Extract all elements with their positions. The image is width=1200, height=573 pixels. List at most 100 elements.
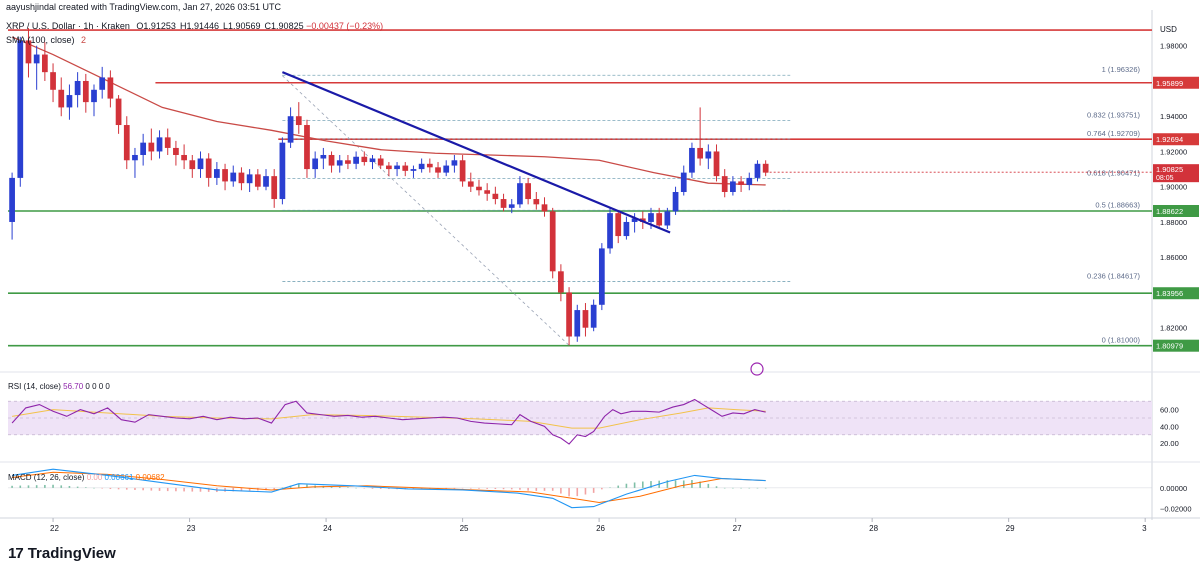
time-tick-label: 27	[733, 524, 742, 533]
candle-body	[58, 89, 65, 108]
candle	[222, 163, 228, 191]
candle-body	[9, 177, 15, 222]
candle-body	[402, 165, 409, 171]
macd-histogram-bar	[199, 487, 202, 492]
candle	[680, 165, 687, 196]
candle	[369, 154, 376, 170]
ohlc-h: H1.91446	[179, 21, 219, 31]
candle	[705, 144, 712, 170]
sma-legend: SMA (100, close) 2	[6, 35, 86, 45]
macd-histogram-bar	[306, 484, 308, 488]
macd-histogram-bar	[764, 487, 767, 489]
candle-body	[254, 174, 261, 187]
candle-body	[467, 181, 474, 187]
candle	[115, 95, 122, 134]
candle	[9, 172, 15, 240]
candle	[418, 158, 425, 173]
candle-body	[336, 160, 343, 166]
candle	[443, 160, 450, 177]
candle	[271, 169, 278, 208]
candle-body	[664, 211, 671, 226]
candle	[762, 160, 769, 177]
macd-histogram-bar	[60, 485, 63, 488]
candle	[738, 176, 744, 192]
sma-value: 2	[81, 35, 87, 45]
candle-body	[132, 154, 138, 161]
macd-histogram-bar	[576, 487, 579, 497]
author-line: aayushjindal created with TradingView.co…	[6, 2, 281, 12]
macd-histogram-bar	[355, 487, 357, 489]
candle-body	[66, 95, 73, 108]
macd-histogram-bar	[707, 483, 710, 488]
candle	[353, 151, 359, 170]
candle-body	[754, 163, 761, 178]
macd-histogram-bar	[699, 481, 701, 488]
candle-body	[598, 248, 605, 305]
support-price-tag	[1153, 204, 1199, 217]
macd-histogram-bar	[388, 487, 390, 490]
candle-body	[369, 158, 376, 163]
candle-body	[312, 158, 319, 170]
candle-body	[574, 310, 581, 337]
candle-body	[82, 80, 89, 103]
candle	[533, 192, 540, 210]
macd-histogram-bar	[191, 487, 194, 492]
candle	[99, 66, 106, 99]
candle-body	[320, 154, 327, 159]
macd-histogram-bar	[740, 487, 742, 489]
candle	[107, 70, 114, 108]
macd-histogram-bar	[617, 485, 620, 488]
candle-body	[156, 137, 163, 152]
macd-value: 0.00661	[105, 473, 136, 482]
candle-body	[689, 147, 695, 173]
macd-histogram-bar	[527, 487, 529, 491]
candle-body	[623, 221, 630, 237]
support-price-label: 1.80979	[1156, 342, 1183, 351]
tradingview-wordmark: TradingView	[27, 545, 116, 562]
candle	[451, 154, 458, 173]
macd-histogram-bar	[27, 485, 30, 488]
macd-histogram-bar	[666, 480, 669, 488]
fib-level-label: 0.236 (1.84617)	[1087, 272, 1140, 281]
macd-histogram-bar	[732, 487, 734, 489]
price-tick-label: 1.98000	[1160, 42, 1187, 51]
candle-body	[451, 160, 458, 166]
candle-body	[238, 172, 245, 184]
candle	[336, 154, 343, 173]
bearish-trendline	[281, 71, 671, 234]
change-value: −0.00437 (−0.23%)	[306, 21, 384, 31]
macd-histogram-bar	[519, 487, 521, 490]
macd-histogram-bar	[551, 487, 554, 491]
macd-histogram-bar	[265, 487, 267, 491]
tradingview-logo[interactable]: 17 TradingView	[8, 545, 116, 562]
candle-body	[173, 147, 179, 155]
candle	[615, 211, 622, 244]
price-tick-label: 1.92000	[1160, 147, 1187, 156]
macd-histogram-bar	[175, 487, 177, 492]
candle-body	[107, 77, 114, 99]
candle	[295, 102, 302, 134]
sma100-line	[11, 36, 766, 186]
rsi-extra: 0 0 0 0	[85, 382, 110, 391]
replay-icon	[750, 362, 764, 376]
macd-histogram-bar	[609, 487, 611, 488]
candle-body	[730, 181, 736, 192]
macd-histogram-bar	[297, 483, 300, 488]
candle	[230, 165, 237, 187]
candle-body	[222, 169, 228, 182]
macd-histogram-bar	[273, 487, 276, 490]
candle-body	[115, 98, 122, 126]
candle-body	[517, 183, 523, 205]
fib-level-label: 0.832 (1.93751)	[1087, 111, 1140, 120]
macd-histogram-bar	[641, 481, 644, 488]
time-tick-label: 24	[323, 524, 332, 533]
candle-body	[214, 169, 220, 178]
candle	[697, 107, 704, 166]
candle	[598, 243, 605, 311]
macd-histogram-bar	[584, 487, 587, 495]
macd-histogram-bar	[134, 487, 136, 490]
candle	[361, 151, 368, 166]
macd-histogram-bar	[625, 483, 628, 488]
candle	[402, 162, 409, 177]
